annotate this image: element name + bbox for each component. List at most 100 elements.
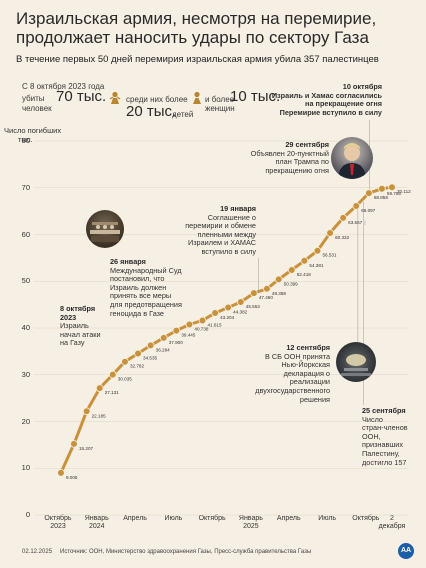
data-point bbox=[159, 334, 168, 342]
subtitle: В течение первых 50 дней перемирия израи… bbox=[16, 54, 379, 65]
y-axis-label-line1: Число погибших bbox=[4, 126, 62, 135]
data-label: 15.207 bbox=[79, 446, 93, 451]
data-point bbox=[313, 246, 322, 255]
data-point bbox=[326, 229, 334, 237]
annotation-jan-2024-text: Международный Суд постановил, что Израил… bbox=[110, 265, 182, 318]
x-tick-label: Июль bbox=[318, 515, 337, 522]
annotation-sep-25-title: 25 сентября bbox=[362, 406, 406, 415]
data-point bbox=[82, 407, 91, 416]
y-tick-label: 20 bbox=[21, 416, 30, 426]
data-point bbox=[378, 184, 386, 193]
annotation-oct-2023: 8 октября 2023 Израиль начал атаки на Га… bbox=[60, 304, 101, 348]
y-tick-label: 10 bbox=[21, 463, 30, 473]
data-point bbox=[224, 303, 232, 312]
data-point bbox=[57, 469, 65, 477]
data-label: 27.131 bbox=[105, 390, 119, 395]
data-label: 50.399 bbox=[284, 281, 298, 286]
y-axis-label: Число погибших тыс. bbox=[4, 126, 61, 144]
data-label: 36.284 bbox=[156, 347, 170, 352]
data-label: 47.460 bbox=[259, 295, 273, 300]
data-point bbox=[250, 289, 258, 297]
annotation-sep-12-text: В СБ ООН принята Нью-Йоркская декларация… bbox=[255, 351, 330, 404]
data-point bbox=[365, 189, 373, 197]
stat-killed-value: 70 тыс. bbox=[56, 88, 107, 105]
data-label: 45.553 bbox=[246, 304, 260, 309]
x-tick-label: Январь 2024 bbox=[84, 515, 109, 530]
annotation-oct-10-text: Израиль и Хамас согласились на прекращен… bbox=[271, 90, 382, 117]
data-point bbox=[274, 275, 283, 284]
child-icon bbox=[109, 91, 121, 104]
data-label: 22.185 bbox=[92, 413, 106, 418]
y-tick-label: 40 bbox=[21, 323, 30, 332]
data-label: 63.557 bbox=[348, 220, 362, 225]
annotation-sep-25: 25 сентября Число стран-членов ООН, приз… bbox=[362, 406, 420, 467]
data-label: 40.738 bbox=[194, 327, 208, 332]
annotation-sep-25-text: Число стран-членов ООН, признавших Палес… bbox=[362, 414, 408, 467]
y-tick-label: 0 bbox=[25, 510, 30, 519]
annotation-sep-12-title: 12 сентября bbox=[286, 343, 330, 352]
data-label: 41.615 bbox=[207, 322, 221, 327]
data-point bbox=[263, 284, 271, 293]
annotation-oct-10: 10 октября Израиль и Хамас согласились н… bbox=[268, 82, 382, 117]
annotation-sep-12: 12 сентября В СБ ООН принята Нью-Йоркска… bbox=[252, 343, 330, 404]
data-point bbox=[236, 298, 245, 306]
stat-women-unit: женщин bbox=[205, 104, 235, 113]
x-tick-label: Октябрь bbox=[198, 515, 226, 522]
data-label: 37.900 bbox=[169, 340, 183, 345]
courtroom-icon bbox=[90, 222, 120, 242]
stat-killed-prefix: убиты bbox=[22, 94, 45, 103]
y-tick-label: 50 bbox=[21, 276, 30, 286]
annotation-sep-29-title: 29 сентября bbox=[285, 140, 329, 149]
annotation-oct-10-title: 10 октября bbox=[342, 82, 382, 91]
data-label: 70.112 bbox=[397, 189, 411, 194]
data-point bbox=[198, 316, 207, 325]
x-tick-label: Октябрь bbox=[352, 515, 380, 522]
data-point bbox=[70, 440, 78, 448]
annotation-jan-2025: 19 января Соглашение о перемирии и обмен… bbox=[185, 204, 256, 257]
footer-source: Источник: ООН, Министерство здравоохране… bbox=[60, 549, 312, 555]
agency-logo: AA bbox=[398, 543, 414, 559]
annotation-jan-2025-text: Соглашение о перемирии и обмене пленными… bbox=[185, 212, 256, 256]
grid-lines bbox=[34, 140, 408, 516]
data-label: 9.005 bbox=[66, 475, 78, 480]
data-point bbox=[134, 349, 142, 358]
y-tick-label: 60 bbox=[21, 229, 30, 239]
stat-children-unit: детей bbox=[172, 110, 194, 119]
stat-killed-unit: человек bbox=[22, 104, 52, 113]
x-tick-label: Январь 2025 bbox=[238, 515, 263, 530]
data-point bbox=[300, 256, 309, 265]
y-axis-label-line2: тыс. bbox=[18, 135, 33, 144]
stat-children-value: 20 тыс. bbox=[126, 103, 177, 120]
data-label: 69.785 bbox=[387, 191, 401, 196]
court-photo bbox=[86, 210, 124, 248]
data-labels: 9.005 15.207 22.185 27.131 30.035 32.782 34.53… bbox=[66, 189, 411, 480]
title-line-2: продолжает наносить удары по сектору Газ… bbox=[16, 28, 369, 47]
data-label: 66.097 bbox=[361, 208, 375, 213]
y-tick-label: 30 bbox=[21, 369, 30, 379]
footer-date: 02.12.2025 bbox=[22, 549, 53, 555]
x-tick-label: Октябрь 2023 bbox=[44, 515, 72, 530]
annotation-jan-2025-title: 19 января bbox=[220, 204, 256, 213]
un-assembly-photo bbox=[336, 342, 376, 382]
data-label: 60.332 bbox=[335, 235, 349, 240]
title-line-1: Израильская армия, несмотря на перемирие… bbox=[16, 9, 377, 28]
data-point bbox=[211, 309, 219, 317]
annotation-sep-29-text: Объявлен 20-пунктный план Трампа по прек… bbox=[250, 148, 329, 175]
data-point bbox=[352, 202, 360, 210]
data-point bbox=[121, 357, 129, 366]
data-label: 30.035 bbox=[118, 377, 132, 382]
stat-children-prefix: среди них более bbox=[126, 95, 188, 104]
annotation-jan-2024: 26 января Международный Суд постановил, … bbox=[110, 257, 182, 318]
data-label: 54.381 bbox=[309, 263, 323, 268]
data-point bbox=[108, 370, 117, 379]
data-label: 44.382 bbox=[233, 310, 247, 315]
assembly-hall-icon bbox=[341, 354, 371, 376]
data-label: 48.388 bbox=[272, 291, 286, 296]
y-tick-label: 70 bbox=[21, 182, 30, 192]
data-label: 32.782 bbox=[130, 364, 144, 369]
data-label: 52.418 bbox=[297, 272, 311, 277]
data-point bbox=[339, 214, 347, 222]
data-label: 34.535 bbox=[143, 356, 157, 361]
y-tick-label: 80 bbox=[21, 136, 30, 145]
